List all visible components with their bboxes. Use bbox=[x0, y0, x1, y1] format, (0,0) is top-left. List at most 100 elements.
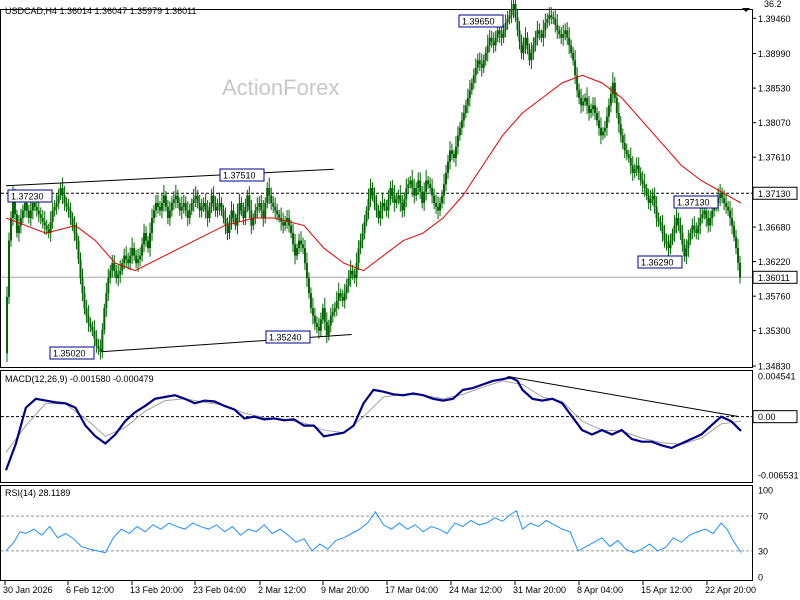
candle-body bbox=[470, 82, 473, 91]
candle-body bbox=[196, 195, 199, 204]
candle-body bbox=[113, 263, 116, 271]
candle-body bbox=[454, 146, 457, 158]
candle-body bbox=[230, 210, 233, 222]
candle-body bbox=[210, 195, 213, 207]
candle-body bbox=[627, 154, 630, 158]
candle-body bbox=[101, 329, 104, 352]
rsi-y-tick-label: 100 bbox=[758, 486, 773, 496]
candle-body bbox=[689, 233, 692, 241]
candle-body bbox=[55, 203, 58, 207]
candle-body bbox=[301, 244, 304, 249]
candle-body bbox=[57, 195, 60, 204]
candle-body bbox=[609, 94, 612, 106]
candle-body bbox=[59, 188, 62, 196]
candle-body bbox=[198, 203, 201, 211]
candle-body bbox=[725, 203, 728, 207]
candle-body bbox=[564, 30, 567, 35]
x-tick-label: 13 Feb 20:00 bbox=[130, 585, 183, 595]
candle-body bbox=[27, 210, 30, 219]
candle-body bbox=[472, 75, 475, 83]
candle-body bbox=[705, 210, 708, 219]
candle-body bbox=[514, 3, 517, 18]
candle-body bbox=[645, 188, 648, 196]
candle-body bbox=[129, 255, 132, 264]
candle-body bbox=[421, 191, 424, 204]
candle-body bbox=[653, 195, 656, 207]
candle-body bbox=[109, 270, 112, 279]
candle-body bbox=[299, 240, 302, 245]
candle-body bbox=[562, 34, 565, 38]
candle-body bbox=[45, 225, 48, 230]
candle-body bbox=[166, 206, 169, 219]
x-tick-label: 15 Apr 12:00 bbox=[641, 585, 692, 595]
macd-y-tick-label: 0.00 bbox=[758, 412, 776, 422]
candle-body bbox=[81, 278, 84, 294]
candle-body bbox=[224, 218, 227, 226]
candle-body bbox=[152, 210, 155, 219]
price-annotation-label: 1.37510 bbox=[223, 171, 256, 181]
x-tick-label: 22 Apr 20:00 bbox=[705, 585, 756, 595]
candle-body bbox=[637, 165, 640, 173]
candle-body bbox=[733, 225, 736, 237]
price-annotation: 1.35240 bbox=[265, 330, 311, 344]
candle-body bbox=[570, 45, 573, 53]
candle-body bbox=[33, 203, 36, 207]
candle-body bbox=[363, 221, 366, 234]
candle-body bbox=[494, 37, 497, 46]
candle-body bbox=[139, 255, 142, 260]
candle-body bbox=[480, 64, 483, 68]
candle-body bbox=[327, 325, 330, 336]
candle-body bbox=[546, 19, 549, 23]
candle-body bbox=[703, 210, 706, 215]
candle-body bbox=[417, 180, 420, 188]
candle-body bbox=[228, 221, 231, 234]
candle-body bbox=[248, 195, 251, 211]
candle-body bbox=[675, 218, 678, 226]
candle-body bbox=[11, 195, 14, 219]
candle-body bbox=[262, 210, 265, 219]
candle-body bbox=[292, 233, 295, 245]
candle-body bbox=[29, 210, 32, 219]
candle-body bbox=[13, 195, 16, 215]
candle-body bbox=[391, 188, 394, 196]
candle-body bbox=[337, 293, 340, 301]
candle-body bbox=[244, 206, 247, 219]
candle-body bbox=[369, 188, 372, 200]
candle-body bbox=[236, 214, 239, 226]
x-tick-label: 6 Feb 12:00 bbox=[66, 585, 114, 595]
candle-body bbox=[657, 218, 660, 222]
candle-body bbox=[548, 15, 551, 20]
candle-body bbox=[121, 263, 124, 271]
candle-body bbox=[85, 308, 88, 316]
candle-body bbox=[619, 124, 622, 136]
rsi-y-tick-label: 70 bbox=[758, 512, 768, 522]
candle-body bbox=[631, 165, 634, 173]
candle-body bbox=[315, 323, 318, 327]
candle-body bbox=[502, 30, 505, 38]
candle-body bbox=[343, 293, 346, 301]
candle-body bbox=[276, 210, 279, 215]
candle-body bbox=[423, 191, 426, 204]
candle-body bbox=[278, 214, 281, 219]
rsi-line bbox=[5, 510, 742, 554]
candle-body bbox=[572, 52, 575, 61]
candle-body bbox=[739, 262, 742, 278]
price-y-tick-label: 1.36680 bbox=[758, 223, 791, 233]
candle-body bbox=[321, 308, 324, 320]
candle-body bbox=[180, 206, 183, 211]
candle-body bbox=[15, 214, 18, 234]
candle-body bbox=[439, 203, 442, 211]
candle-body bbox=[117, 274, 120, 279]
price-annotation: 1.39650 bbox=[458, 14, 504, 28]
candle-body bbox=[611, 82, 614, 95]
scroll-arrow-icon[interactable] bbox=[742, 8, 750, 12]
candle-body bbox=[595, 112, 598, 121]
candle-body bbox=[737, 248, 740, 263]
macd-trendline bbox=[507, 375, 740, 418]
candle-body bbox=[478, 60, 481, 65]
candle-body bbox=[516, 17, 519, 31]
candle-body bbox=[303, 248, 306, 264]
candle-body bbox=[723, 198, 726, 204]
candle-body bbox=[329, 315, 332, 326]
